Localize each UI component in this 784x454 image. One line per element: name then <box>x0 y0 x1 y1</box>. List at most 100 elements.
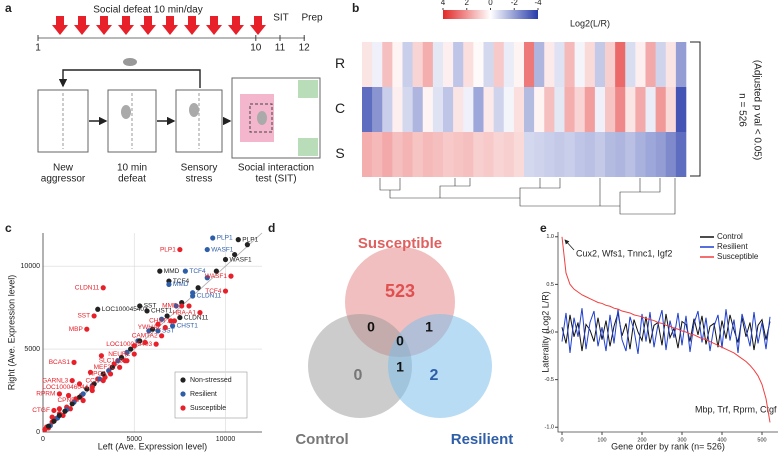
point <box>131 343 137 349</box>
y-tick-label: 5000 <box>24 346 40 353</box>
annotation: Cux2, Wfs1, Tnnc1, Igf2 <box>576 248 672 258</box>
heatmap-cell <box>544 87 555 132</box>
day-label: 12 <box>299 43 311 54</box>
venn-circle <box>388 314 492 418</box>
axes <box>42 233 262 433</box>
point <box>107 371 114 377</box>
gene-label: WASF1 <box>205 273 228 280</box>
heatmap-cell <box>503 132 515 177</box>
defeat-arrows <box>52 16 266 35</box>
point <box>213 268 219 274</box>
heatmap-cell <box>635 87 646 132</box>
heatmap-cell <box>625 87 636 132</box>
heatmap-cell <box>503 87 515 132</box>
scatter-panel: 0 5000 10000 0 5000 10000 Left (Ave. Expressio… <box>6 232 263 451</box>
heatmap-cell <box>513 42 525 87</box>
point <box>204 275 210 281</box>
venn-diagram: Susceptible Control Resilient 523 0 1 0 1 0 2 <box>295 235 513 448</box>
heatmap-cell <box>625 132 636 177</box>
legend-marker <box>180 377 186 383</box>
heatmap-cell <box>534 132 545 177</box>
set-label: Control <box>295 431 348 448</box>
heatmap-cell <box>453 132 464 177</box>
heatmap-cell <box>645 132 656 177</box>
heatmap-cell <box>655 87 667 132</box>
heatmap-cell <box>443 42 454 87</box>
heatmap-cell <box>443 87 454 132</box>
heatmap-cell <box>625 42 636 87</box>
step-caption: New <box>53 163 74 174</box>
point <box>173 303 179 309</box>
heatmap-cell <box>574 42 586 87</box>
gene-label: CHST1 <box>149 318 171 325</box>
gene-label: MMD <box>164 268 180 275</box>
point <box>71 359 77 365</box>
step-caption: Social interaction <box>238 163 314 174</box>
heatmap-cell <box>655 132 667 177</box>
point <box>56 391 63 397</box>
day-label: 1 <box>35 43 41 54</box>
colorbar-title: Log2(L/R) <box>570 18 610 28</box>
heatmap-cell <box>544 42 555 87</box>
step-caption: test (SIT) <box>255 174 296 185</box>
step-caption: 10 min <box>117 163 147 174</box>
heatmap-cell <box>473 42 484 87</box>
point <box>76 394 83 400</box>
day-label: 10 <box>250 43 262 54</box>
heatmap-cell <box>493 132 505 177</box>
heatmap-cell <box>615 132 626 177</box>
heatmap-cell <box>584 87 596 132</box>
point <box>142 339 148 346</box>
x-tick-label: 400 <box>717 437 726 443</box>
heatmap-cell <box>605 42 616 87</box>
y-tick-label: 0.5 <box>546 282 554 288</box>
point <box>179 303 185 309</box>
point <box>65 392 72 399</box>
event-label: SIT <box>273 13 289 24</box>
heatmap-cell <box>605 87 616 132</box>
mouse-icon <box>189 103 199 117</box>
heatmap-cell <box>473 87 484 132</box>
heatmap-cell <box>382 87 393 132</box>
legend-label: Susceptible <box>190 405 226 412</box>
gene-label: CLDN11 <box>197 293 222 300</box>
heatmap-cell <box>665 132 677 177</box>
day-label: 11 <box>275 43 286 54</box>
gene-label: MEF2C <box>94 364 116 371</box>
heatmap-cell <box>372 87 383 132</box>
gene-label: PLP1 <box>217 235 233 242</box>
heatmap-cell <box>463 42 474 87</box>
point <box>190 293 196 299</box>
heatmap-cell <box>503 42 515 87</box>
heatmap-cell <box>524 87 535 132</box>
heatmap-cell <box>392 87 403 132</box>
point <box>84 326 90 332</box>
line-panel: Cux2, Wfs1, Tnnc1, Igf2 Mbp, Trf, Rprm, … <box>540 232 778 451</box>
heatmap-cell <box>382 132 393 177</box>
gene-label: WASF1 <box>211 246 234 253</box>
heatmap-cell <box>463 87 474 132</box>
colorbar-tick-label: -4 <box>534 0 542 7</box>
enclosure <box>249 103 273 133</box>
corner-zone <box>298 138 318 156</box>
heatmap-cell <box>584 132 596 177</box>
series-line <box>561 236 771 423</box>
point <box>80 391 86 397</box>
step-caption: defeat <box>118 174 146 185</box>
panel-label: d <box>268 221 275 235</box>
heatmap-cell <box>362 42 373 87</box>
panel-label: b <box>352 1 359 15</box>
gene-label: TCF4 <box>189 268 206 275</box>
protocol-diagram: Social defeat 10 min/day 1 10 11 12 SIT Pre… <box>35 5 323 185</box>
point <box>45 423 52 429</box>
heatmap-cell <box>473 132 484 177</box>
point <box>69 401 75 407</box>
mouse-icon <box>121 105 131 119</box>
gene-label: TCF4 <box>205 288 222 295</box>
point <box>84 386 90 392</box>
point <box>153 341 159 347</box>
heatmap-cell <box>412 42 424 87</box>
point <box>80 397 86 404</box>
x-tick-label: 0 <box>560 437 563 443</box>
